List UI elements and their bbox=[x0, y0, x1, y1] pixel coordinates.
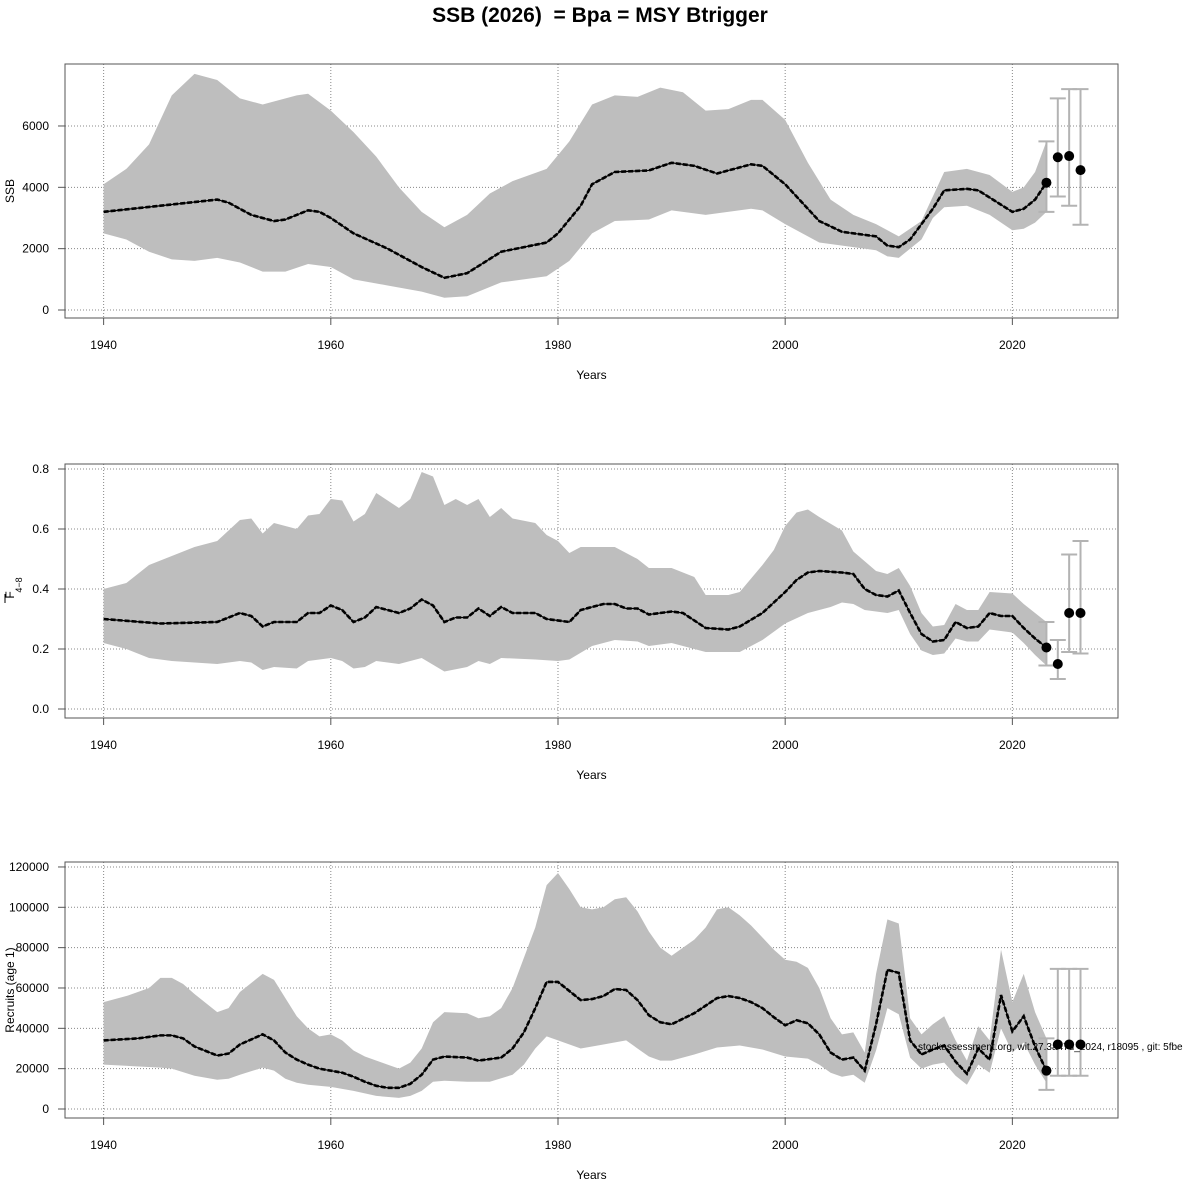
y-tick-label: 0.2 bbox=[32, 642, 49, 656]
panel-2: 1940 1960 1980 2000 2020 0.0 0.2 0.4 0.6 0.8 Years… bbox=[3, 462, 1119, 782]
y-tick-label: 6000 bbox=[22, 119, 49, 133]
forecast-point bbox=[1052, 152, 1063, 163]
x-axis-label: Years bbox=[576, 1168, 606, 1182]
y-axis-label-subscript: 4−8 bbox=[14, 577, 24, 592]
confidence-band bbox=[103, 73, 1047, 298]
median-line-dashed bbox=[103, 161, 1048, 280]
y-tick-label: 0.8 bbox=[32, 462, 49, 476]
y-tick-label: 0 bbox=[42, 1102, 49, 1116]
panel-3: 1940 1960 1980 2000 2020 0 20000 40000 60000 8000… bbox=[3, 860, 1119, 1182]
x-tick-label: 1980 bbox=[545, 1138, 572, 1152]
x-tick-label: 2000 bbox=[772, 1138, 799, 1152]
forecast-point bbox=[1064, 1039, 1075, 1050]
confidence-band bbox=[103, 873, 1047, 1098]
x-tick-label: 2020 bbox=[999, 338, 1026, 352]
y-tick-label: 80000 bbox=[16, 941, 50, 955]
x-tick-label: 1980 bbox=[545, 738, 572, 752]
x-tick-label: 2020 bbox=[999, 1138, 1026, 1152]
y-tick-label: 120000 bbox=[9, 860, 49, 874]
plot-frame bbox=[64, 463, 1119, 719]
forecast-point bbox=[1052, 1039, 1063, 1050]
y-tick-label: 0.0 bbox=[32, 702, 49, 716]
plot-frame bbox=[64, 63, 1119, 319]
y-tick-label: 0.4 bbox=[32, 582, 49, 596]
y-axis-label: Recruits (age 1) bbox=[3, 947, 17, 1032]
x-axis-label: Years bbox=[576, 768, 606, 782]
y-tick-label: 4000 bbox=[22, 180, 49, 194]
forecast-point bbox=[1041, 1065, 1052, 1076]
y-tick-label: 100000 bbox=[9, 900, 49, 914]
x-tick-label: 1940 bbox=[90, 338, 117, 352]
panel-1: 1940 1960 1980 2000 2020 0 2000 4000 6000 Years SS… bbox=[3, 63, 1119, 382]
forecast-point bbox=[1052, 659, 1063, 670]
x-tick-label: 1980 bbox=[545, 338, 572, 352]
x-tick-label: 2000 bbox=[772, 338, 799, 352]
forecast-point bbox=[1075, 165, 1086, 176]
forecast-point bbox=[1064, 151, 1075, 162]
y-tick-label: 0.6 bbox=[32, 522, 49, 536]
y-tick-label: 40000 bbox=[16, 1021, 50, 1035]
median-line-dashed bbox=[103, 968, 1048, 1090]
median-line-dashed bbox=[103, 569, 1048, 649]
forecast-point bbox=[1075, 1039, 1086, 1050]
y-tick-label: 20000 bbox=[16, 1062, 50, 1076]
x-tick-label: 1960 bbox=[317, 738, 344, 752]
x-tick-label: 1940 bbox=[90, 1138, 117, 1152]
y-tick-label: 60000 bbox=[16, 981, 50, 995]
x-axis-label: Years bbox=[576, 368, 606, 382]
confidence-band bbox=[103, 472, 1047, 672]
forecast-point bbox=[1041, 177, 1052, 188]
plot-frame bbox=[64, 861, 1119, 1119]
forecast-point bbox=[1075, 608, 1086, 619]
x-tick-label: 1960 bbox=[317, 1138, 344, 1152]
x-tick-label: 2000 bbox=[772, 738, 799, 752]
y-tick-label: 2000 bbox=[22, 242, 49, 256]
chart-title: SSB (2026) = Bpa = MSY Btrigger bbox=[432, 4, 768, 27]
y-axis-label: SSB bbox=[3, 179, 17, 203]
watermark-text: stockassessment.org, wit.27.3a47d_2024, … bbox=[918, 1042, 1183, 1053]
x-tick-label: 1940 bbox=[90, 738, 117, 752]
forecast-point bbox=[1064, 608, 1075, 619]
x-tick-label: 2020 bbox=[999, 738, 1026, 752]
forecast-point bbox=[1041, 642, 1052, 653]
x-tick-label: 1960 bbox=[317, 338, 344, 352]
y-axis-label: F bbox=[3, 591, 17, 598]
y-tick-label: 0 bbox=[42, 303, 49, 317]
